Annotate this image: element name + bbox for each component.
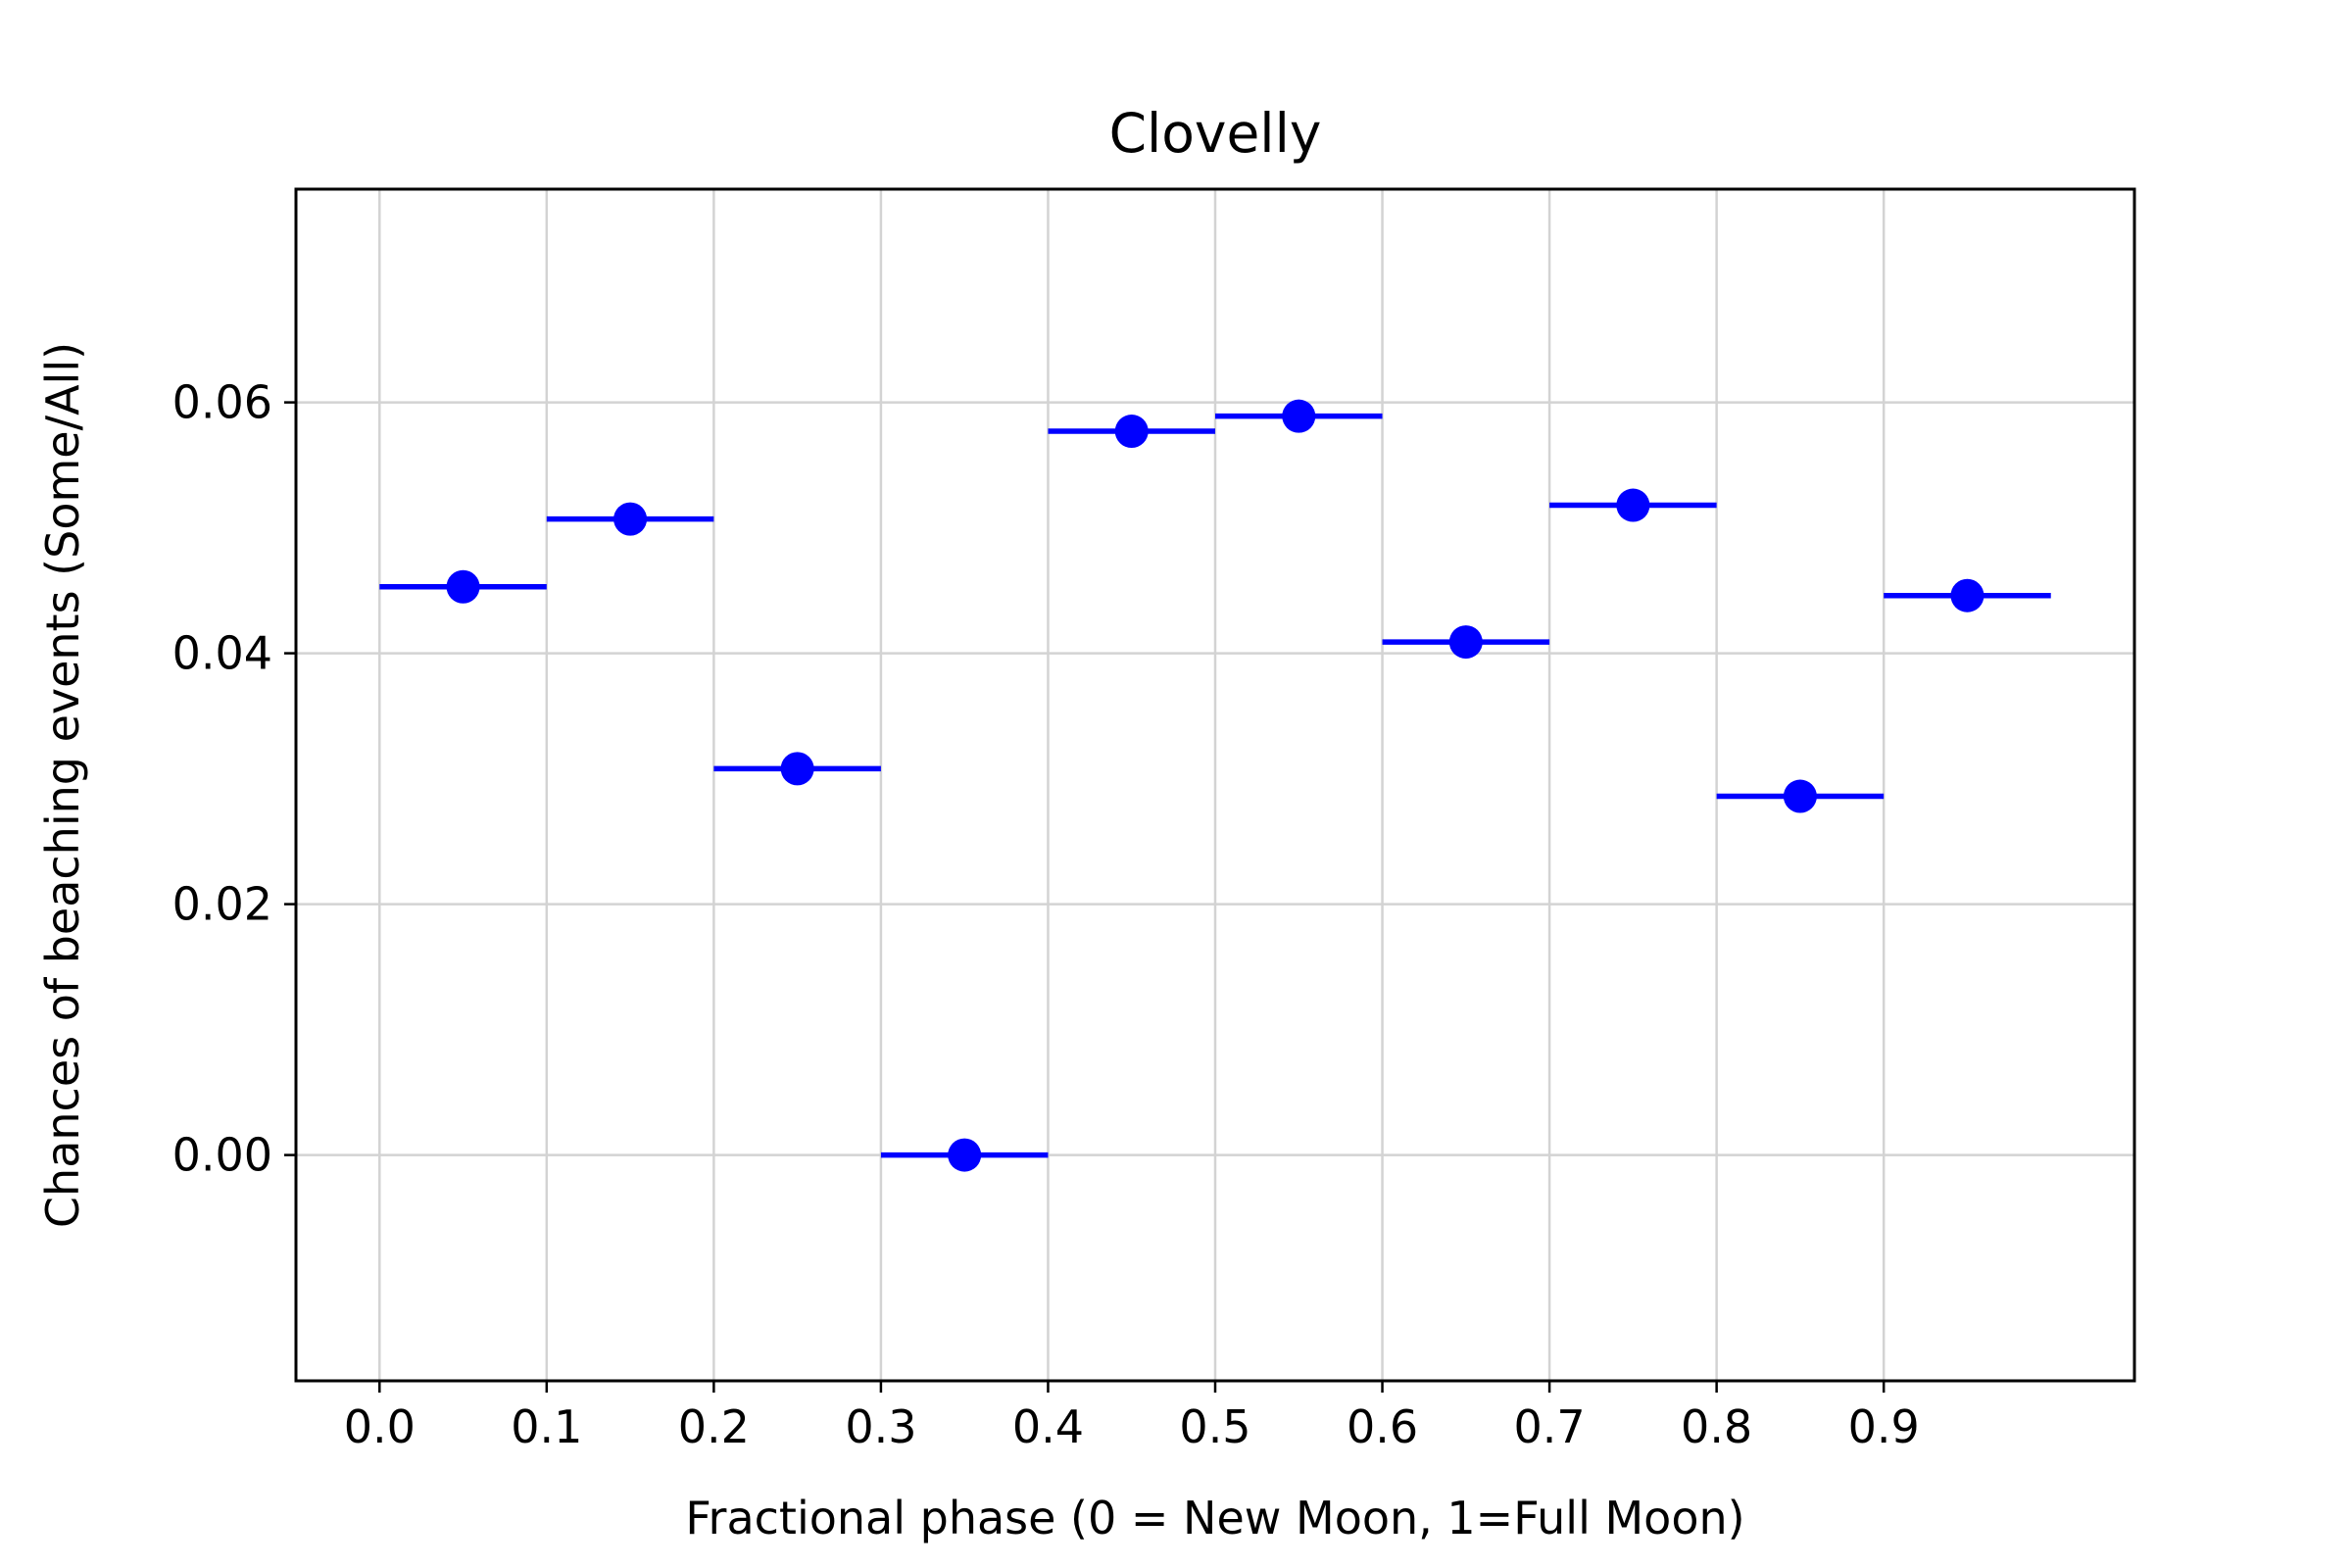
x-tick-label: 0.5 bbox=[1179, 1400, 1250, 1453]
x-tick-label: 0.4 bbox=[1012, 1400, 1084, 1453]
data-point bbox=[1950, 578, 1984, 612]
data-point bbox=[446, 569, 480, 604]
data-point bbox=[1448, 625, 1483, 660]
y-tick-label: 0.06 bbox=[172, 376, 272, 429]
x-tick-label: 0.0 bbox=[344, 1400, 416, 1453]
x-tick-label: 0.8 bbox=[1681, 1400, 1752, 1453]
grid bbox=[296, 189, 2134, 1381]
data-point bbox=[948, 1138, 982, 1172]
y-tick-label: 0.04 bbox=[172, 627, 272, 680]
y-tick-label: 0.00 bbox=[172, 1129, 272, 1182]
data-point bbox=[780, 752, 814, 786]
data-point bbox=[1282, 399, 1316, 433]
data-layer bbox=[379, 399, 2051, 1172]
y-tick-label: 0.02 bbox=[172, 878, 272, 931]
x-axis-label: Fractional phase (0 = New Moon, 1=Full M… bbox=[685, 1492, 1744, 1544]
y-axis-label: Chances of beaching events (Some/All) bbox=[36, 342, 89, 1228]
x-tick-label: 0.7 bbox=[1514, 1400, 1586, 1453]
ticks: 0.0 0.1 0.2 0.3 0.4 0.5 0.6 0.7 0.8 0.9 0.00 0.02 0.… bbox=[172, 376, 1920, 1453]
x-tick-label: 0.9 bbox=[1848, 1400, 1920, 1453]
data-point bbox=[613, 502, 648, 536]
data-point bbox=[1616, 488, 1650, 522]
x-tick-label: 0.6 bbox=[1347, 1400, 1418, 1453]
x-tick-label: 0.2 bbox=[678, 1400, 750, 1453]
data-point bbox=[1114, 415, 1149, 449]
data-point bbox=[1783, 779, 1817, 813]
x-tick-label: 0.3 bbox=[845, 1400, 916, 1453]
chart-title: Clovelly bbox=[1109, 102, 1322, 165]
x-tick-label: 0.1 bbox=[511, 1400, 582, 1453]
